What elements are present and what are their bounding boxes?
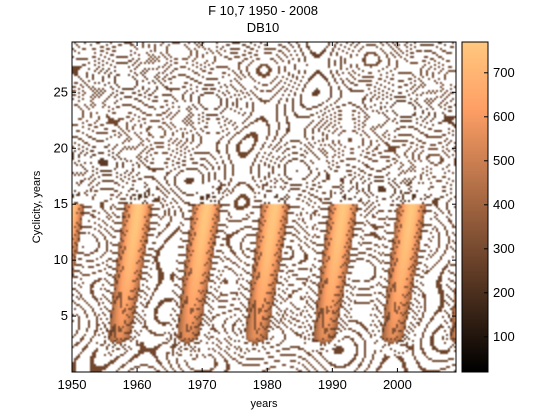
x-tick-label: 1970 [188,377,217,392]
x-axis-label: years [251,398,278,410]
x-tick-label: 1980 [253,377,282,392]
colorbar-gradient [462,42,488,372]
y-tick-label: 5 [61,308,68,323]
colorbar-tick-label: 200 [493,285,515,300]
y-tick-label: 10 [54,252,68,267]
y-tick-label: 20 [54,140,68,155]
heatmap-image [72,42,456,372]
y-tick-label: 15 [54,196,68,211]
y-tick-label: 25 [54,84,68,99]
x-tick-label: 2000 [383,377,412,392]
colorbar-tick-label: 300 [493,241,515,256]
colorbar-tick-label: 400 [493,197,515,212]
x-tick-label: 1960 [123,377,152,392]
colorbar-tick-label: 700 [493,65,515,80]
x-axis: 1950 1960 1970 1980 1990 2000 [58,42,412,392]
chart-title: F 10,7 1950 - 2008 [208,3,318,18]
x-tick-label: 1950 [58,377,87,392]
colorbar: 100 200 300 400 500 600 700 [461,41,515,373]
colorbar-tick-label: 600 [493,109,515,124]
chart-subtitle: DB10 [247,20,280,35]
colorbar-tick-label: 500 [493,153,515,168]
plot-area [71,41,457,373]
colorbar-tick-label: 100 [493,329,515,344]
y-axis: 5 10 15 20 25 [54,84,456,323]
y-axis-label: Cyclicity, years [31,170,43,243]
colorbar-ticks: 100 200 300 400 500 600 700 [484,65,515,344]
x-tick-label: 1990 [318,377,347,392]
plot-frame [71,41,457,373]
colorbar-frame [461,41,489,373]
